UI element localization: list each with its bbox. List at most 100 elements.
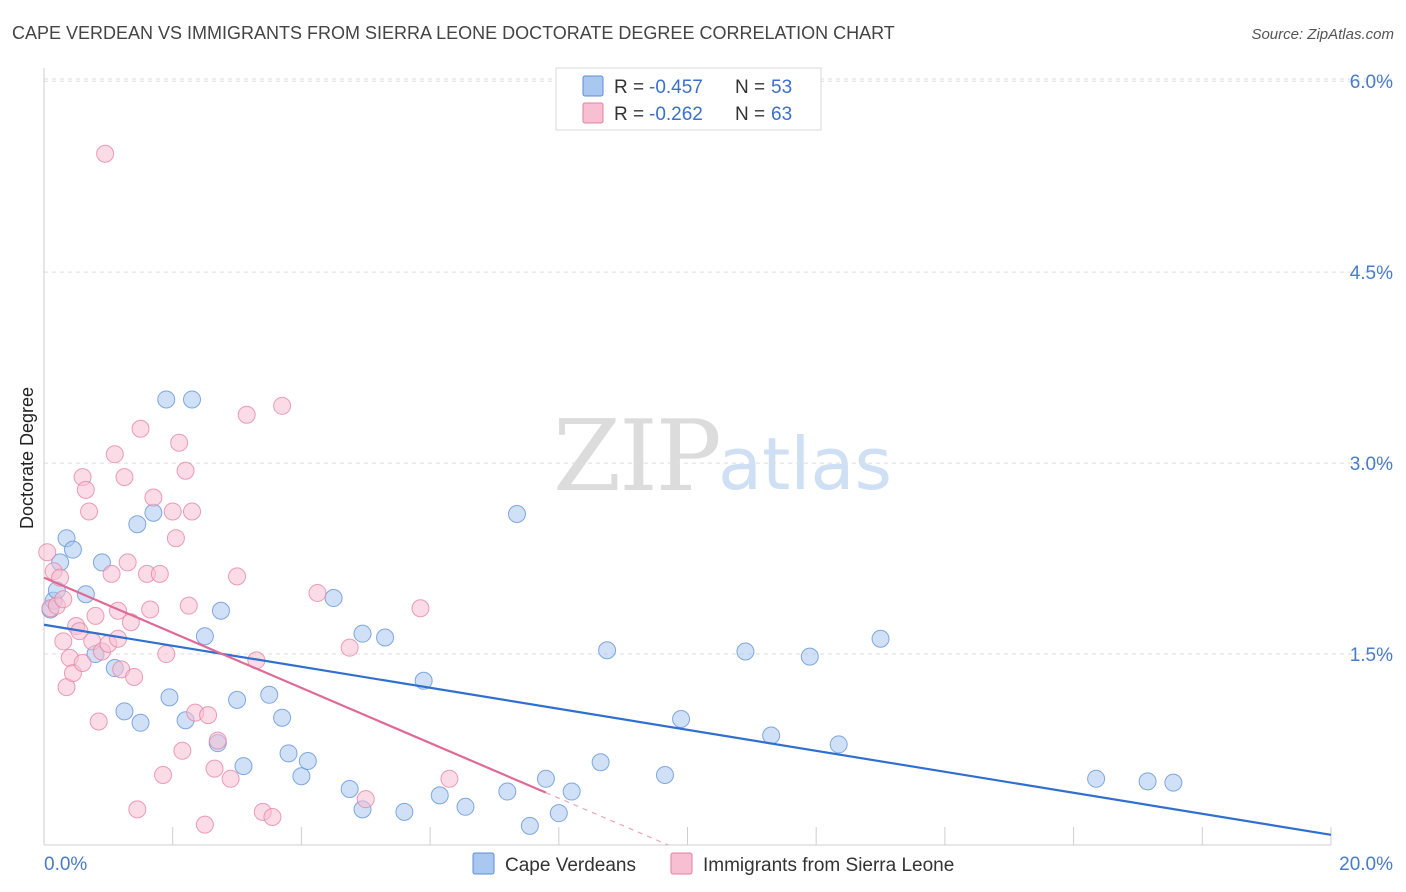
point-cape-verdeans: [160, 688, 179, 707]
point-cape-verdeans: [144, 503, 163, 522]
point-cape-verdeans: [63, 540, 82, 559]
legend-r-value-1: -0.457: [649, 77, 703, 98]
point-sierra-leone: [273, 396, 292, 415]
legend-n-label-1: N =: [735, 77, 765, 98]
y-tick-label: 4.5%: [1350, 263, 1393, 284]
point-cape-verdeans: [92, 553, 111, 572]
legend-r-label-2: R =: [614, 104, 644, 125]
bottom-legend-swatch-cape-verdeans: [472, 852, 495, 875]
y-tick-label: 1.5%: [1350, 645, 1393, 666]
bottom-legend-label-sierra-leone: Immigrants from Sierra Leone: [703, 855, 954, 876]
point-cape-verdeans: [273, 708, 292, 727]
point-sierra-leone: [173, 741, 192, 760]
point-cape-verdeans: [128, 515, 147, 534]
point-sierra-leone: [54, 632, 73, 651]
point-cape-verdeans: [1138, 772, 1157, 791]
x-tick-label: 20.0%: [1339, 854, 1393, 875]
point-cape-verdeans: [655, 765, 674, 784]
point-sierra-leone: [128, 800, 147, 819]
grid-lines: [44, 78, 1392, 655]
point-sierra-leone: [176, 461, 195, 480]
point-sierra-leone: [86, 606, 105, 625]
watermark-atlas: atlas: [718, 422, 892, 506]
point-cape-verdeans: [871, 629, 890, 648]
point-sierra-leone: [80, 502, 99, 521]
trend-lines: [43, 576, 1332, 846]
legend-n-label-2: N =: [735, 104, 765, 125]
point-cape-verdeans: [736, 642, 755, 661]
point-cape-verdeans: [340, 779, 359, 798]
point-cape-verdeans: [829, 735, 848, 754]
point-sierra-leone: [308, 583, 327, 602]
point-cape-verdeans: [183, 390, 202, 409]
legend-n-value-2: 63: [771, 104, 792, 125]
point-sierra-leone: [76, 480, 95, 499]
point-sierra-leone: [154, 765, 173, 784]
legend-swatch-cape-verdeans: [582, 75, 604, 97]
point-cape-verdeans: [376, 628, 395, 647]
point-cape-verdeans: [536, 769, 555, 788]
point-sierra-leone: [411, 599, 430, 618]
y-tick-label: 3.0%: [1350, 454, 1393, 475]
legend-r-value-2: -0.262: [649, 104, 703, 125]
point-cape-verdeans: [131, 713, 150, 732]
point-cape-verdeans: [324, 589, 343, 608]
bottom-legend: Cape Verdeans Immigrants from Sierra Leo…: [472, 852, 954, 876]
point-sierra-leone: [221, 769, 240, 788]
point-cape-verdeans: [115, 702, 134, 721]
point-cape-verdeans: [1164, 773, 1183, 792]
trend-line-sierra-leone: [43, 576, 547, 794]
point-sierra-leone: [105, 445, 124, 464]
point-cape-verdeans: [260, 685, 279, 704]
point-sierra-leone: [183, 502, 202, 521]
point-sierra-leone: [144, 488, 163, 507]
point-sierra-leone: [263, 807, 282, 826]
point-sierra-leone: [195, 815, 214, 834]
point-cape-verdeans: [234, 757, 253, 776]
point-cape-verdeans: [549, 804, 568, 823]
point-sierra-leone: [38, 543, 57, 562]
point-sierra-leone: [89, 712, 108, 731]
point-sierra-leone: [141, 600, 160, 619]
point-cape-verdeans: [395, 802, 414, 821]
point-cape-verdeans: [279, 744, 298, 763]
point-cape-verdeans: [195, 627, 214, 646]
legend-swatch-sierra-leone: [582, 102, 604, 124]
point-cape-verdeans: [430, 786, 449, 805]
trend-line-sierra-leone-extension: [545, 792, 669, 846]
point-cape-verdeans: [591, 753, 610, 772]
y-axis-label: Doctorate Degree: [17, 387, 37, 529]
point-sierra-leone: [440, 769, 459, 788]
point-cape-verdeans: [598, 641, 617, 660]
point-sierra-leone: [125, 667, 144, 686]
point-sierra-leone: [205, 759, 224, 778]
point-cape-verdeans: [520, 816, 539, 835]
point-sierra-leone: [199, 706, 218, 725]
point-sierra-leone: [170, 433, 189, 452]
point-sierra-leone: [73, 653, 92, 672]
trend-line-cape-verdeans: [43, 623, 1332, 836]
point-sierra-leone: [150, 564, 169, 583]
point-cape-verdeans: [800, 647, 819, 666]
point-sierra-leone: [166, 529, 185, 548]
chart-source: Source: ZipAtlas.com: [1251, 26, 1394, 43]
stats-legend: R = -0.457 N = 53 R = -0.262 N = 63: [555, 67, 822, 131]
y-tick-label: 6.0%: [1350, 72, 1393, 93]
point-sierra-leone: [208, 731, 227, 750]
point-cape-verdeans: [292, 767, 311, 786]
point-cape-verdeans: [298, 751, 317, 770]
point-sierra-leone: [96, 144, 115, 163]
point-sierra-leone: [118, 553, 137, 572]
chart-title: CAPE VERDEAN VS IMMIGRANTS FROM SIERRA L…: [12, 23, 895, 43]
point-cape-verdeans: [157, 390, 176, 409]
point-sierra-leone: [157, 645, 176, 664]
point-cape-verdeans: [353, 624, 372, 643]
point-sierra-leone: [356, 790, 375, 809]
point-sierra-leone: [179, 596, 198, 615]
watermark-zip: ZIP: [553, 400, 720, 514]
axes: 1.5% 3.0% 4.5% 6.0% 0.0% 20.0%: [43, 68, 1393, 875]
point-cape-verdeans: [672, 709, 691, 728]
point-cape-verdeans: [1087, 769, 1106, 788]
point-cape-verdeans: [498, 782, 517, 801]
